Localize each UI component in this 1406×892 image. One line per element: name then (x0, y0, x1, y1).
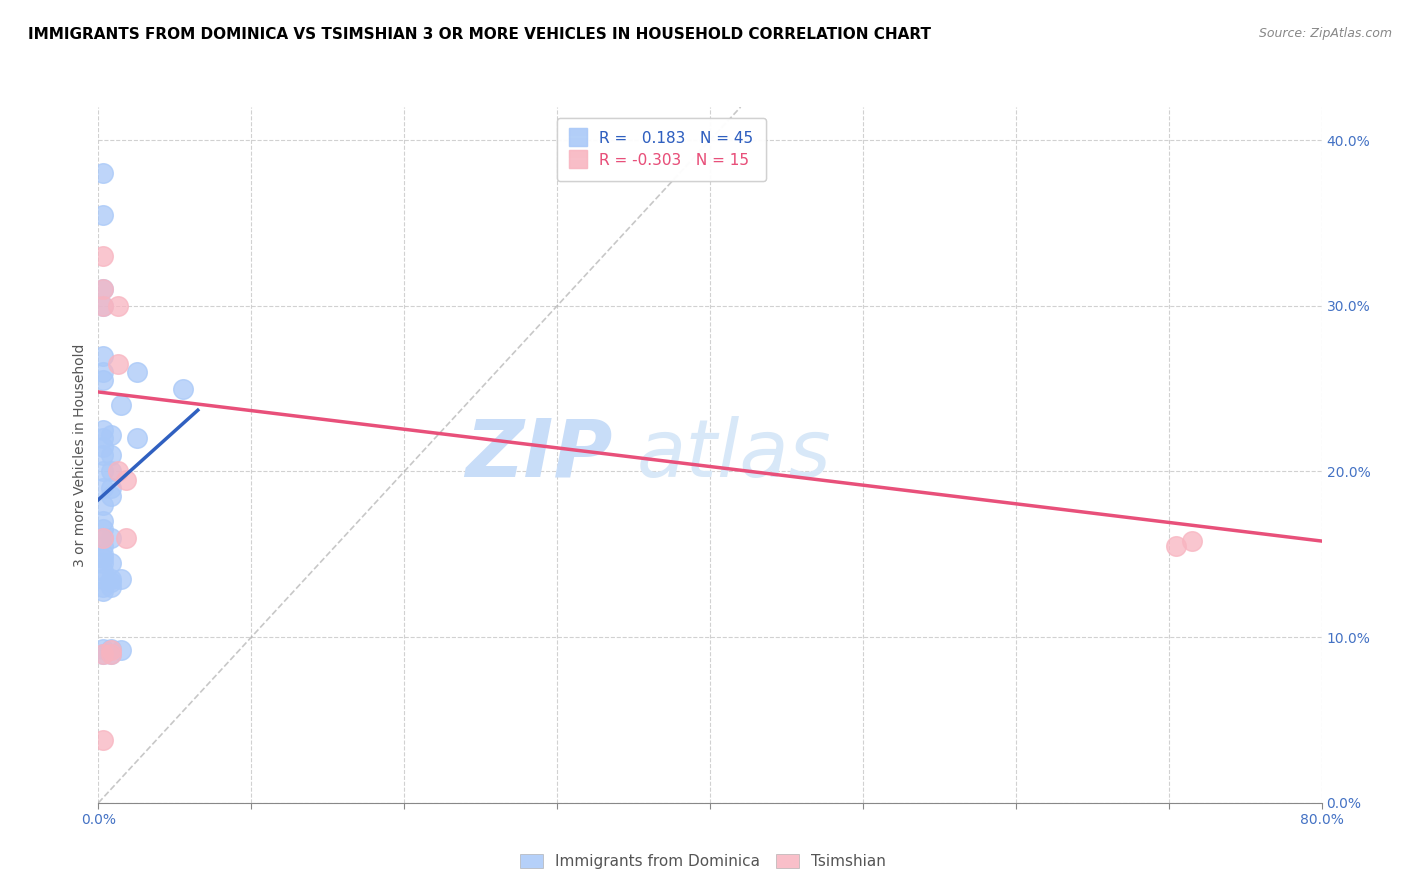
Point (107, 299, 129, 313)
Point (91, 465, 114, 479)
Point (107, 465, 129, 479)
Legend: R =   0.183   N = 45, R = -0.303   N = 15: R = 0.183 N = 45, R = -0.303 N = 15 (557, 118, 766, 181)
Point (91, 208, 114, 222)
Point (1166, 539, 1188, 553)
Point (91, 641, 114, 656)
Point (110, 643, 132, 657)
Y-axis label: 3 or more Vehicles in Household: 3 or more Vehicles in Household (73, 343, 87, 566)
Point (91, 539, 114, 553)
Point (91, 373, 114, 387)
Point (91, 166, 114, 180)
Text: ZIP: ZIP (465, 416, 612, 494)
Point (100, 489, 122, 503)
Point (100, 481, 122, 495)
Point (91, 550, 114, 565)
Text: atlas: atlas (637, 416, 831, 494)
Point (107, 357, 129, 371)
Point (115, 531, 138, 545)
Point (91, 732, 114, 747)
Point (91, 282, 114, 296)
Point (100, 531, 122, 545)
Text: IMMIGRANTS FROM DOMINICA VS TSIMSHIAN 3 OR MORE VEHICLES IN HOUSEHOLD CORRELATIO: IMMIGRANTS FROM DOMINICA VS TSIMSHIAN 3 … (28, 27, 931, 42)
Point (91, 365, 114, 379)
Point (91, 431, 114, 445)
Point (100, 448, 122, 462)
Text: Source: ZipAtlas.com: Source: ZipAtlas.com (1258, 27, 1392, 40)
Point (91, 282, 114, 296)
Point (91, 523, 114, 537)
Point (91, 531, 114, 545)
Point (91, 481, 114, 495)
Point (1181, 534, 1204, 549)
Point (100, 556, 122, 570)
Point (91, 647, 114, 661)
Point (100, 465, 122, 479)
Point (91, 572, 114, 586)
Point (91, 556, 114, 570)
Point (91, 349, 114, 363)
Point (91, 583, 114, 598)
Point (91, 531, 114, 545)
Point (100, 647, 122, 661)
Point (91, 564, 114, 578)
Point (91, 448, 114, 462)
Point (91, 547, 114, 561)
Point (100, 572, 122, 586)
Point (125, 365, 148, 379)
Point (172, 382, 194, 396)
Point (110, 572, 132, 586)
Legend: Immigrants from Dominica, Tsimshian: Immigrants from Dominica, Tsimshian (515, 847, 891, 875)
Point (91, 299, 114, 313)
Point (91, 440, 114, 454)
Point (110, 398, 132, 412)
Point (100, 581, 122, 595)
Point (91, 581, 114, 595)
Point (91, 647, 114, 661)
Point (125, 431, 148, 445)
Point (100, 641, 122, 656)
Point (115, 473, 138, 487)
Point (100, 643, 122, 657)
Point (91, 498, 114, 512)
Point (91, 249, 114, 263)
Point (100, 647, 122, 661)
Point (91, 514, 114, 528)
Point (91, 299, 114, 313)
Point (100, 428, 122, 442)
Point (91, 423, 114, 437)
Point (100, 575, 122, 590)
